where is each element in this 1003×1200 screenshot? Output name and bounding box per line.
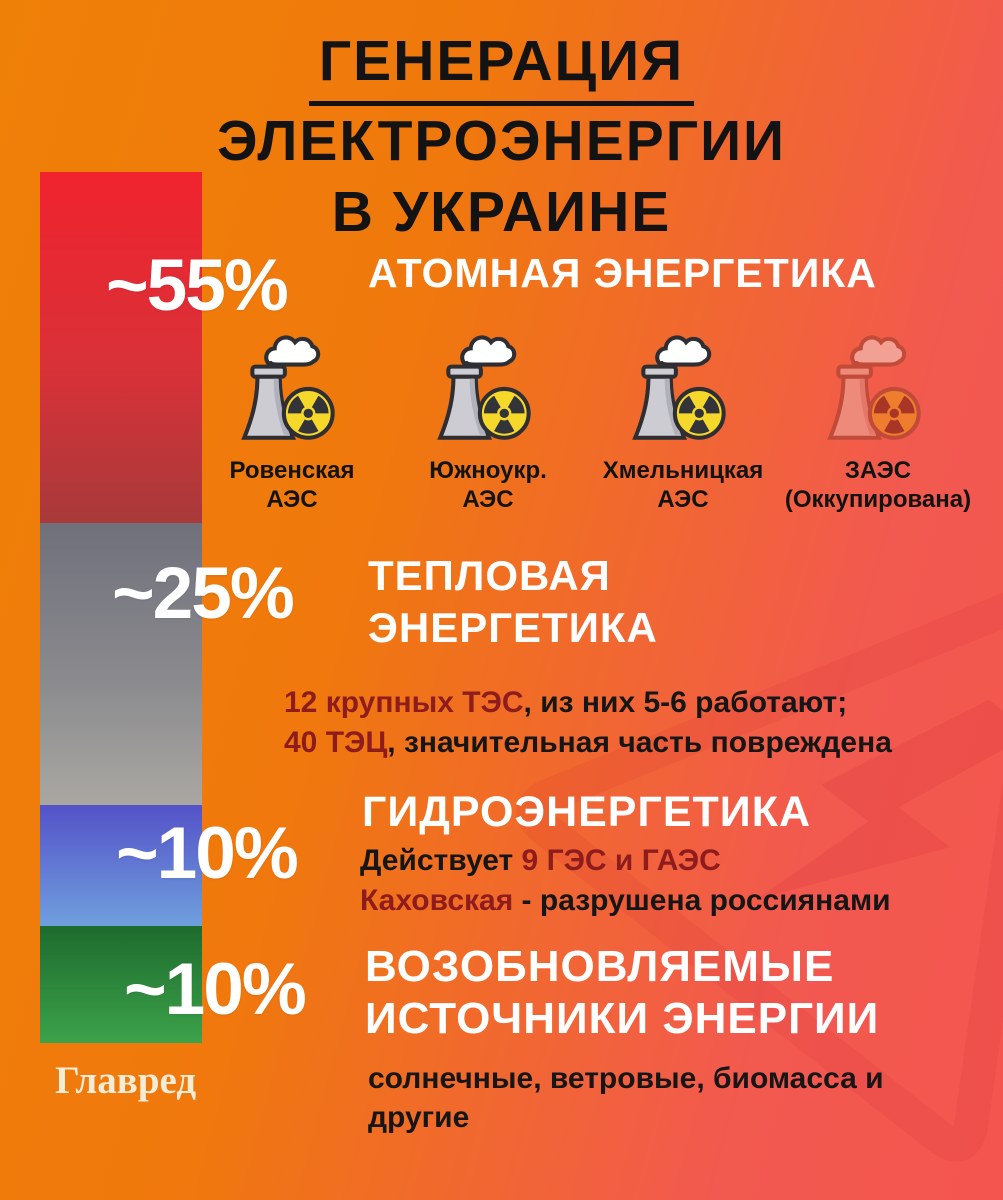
renewable-detail-line2: другие <box>368 1101 470 1134</box>
percent-label-nuclear: ~55% <box>106 245 289 326</box>
hydro-detail-line2-black: - разрушена россиянами <box>513 884 891 917</box>
bar-segment-nuclear <box>40 172 202 523</box>
plant-name-line2: АЭС <box>657 486 709 513</box>
heading-atomic: АТОМНАЯ ЭНЕРГЕТИКА <box>368 250 877 296</box>
source-watermark: Главред <box>55 1059 197 1102</box>
plant-name-line2: АЭС <box>266 486 318 513</box>
percent-label-hydro: ~10% <box>116 813 299 894</box>
plant-name-line2: АЭС <box>462 486 514 513</box>
thermal-detail-line1: 12 крупных ТЭС, из них 5-6 работают; <box>284 686 847 720</box>
percent-label-renewable: ~10% <box>124 949 307 1030</box>
bar-segment-thermal <box>40 523 202 805</box>
thermal-detail-line1-rest: , из них 5-6 работают; <box>523 686 848 719</box>
thermal-detail-line1-highlight: 12 крупных ТЭС <box>284 686 524 719</box>
heading-renewable-line1: ВОЗОБНОВЛЯЕМЫЕ <box>365 942 835 991</box>
title-line-2: ЭЛЕКТРОЭНЕРГИИ <box>216 109 787 173</box>
plant-name-line2: (Оккупирована) <box>784 486 972 513</box>
hydro-detail-line1-red: 9 ГЭС и ГАЭС <box>521 844 721 877</box>
title-line-1: ГЕНЕРАЦИЯ <box>308 26 695 106</box>
heading-hydro: ГИДРОЭНЕРГЕТИКА <box>362 788 812 836</box>
hydro-detail-line1: Действует 9 ГЭС и ГАЭС <box>360 844 721 878</box>
bar-segment-renewable <box>40 926 202 1043</box>
hydro-detail-line2-red: Каховская <box>360 884 514 917</box>
plant-name-line1: Хмельницкая <box>602 457 764 484</box>
plant-name-line1: ЗАЭС <box>844 457 912 484</box>
hydro-detail-line1-black: Действует <box>360 844 522 877</box>
nuclear-plant-icon-occupied <box>827 335 921 440</box>
nuclear-plant-icon <box>437 335 531 440</box>
heading-thermal-line2: ЭНЕРГЕТИКА <box>368 604 658 651</box>
nuclear-plant-icon <box>632 335 726 440</box>
thermal-detail-line2-rest: , значительная часть повреждена <box>387 726 892 759</box>
percent-label-thermal: ~25% <box>112 553 295 634</box>
hydro-detail-line2: Каховская - разрушена россиянами <box>360 884 891 918</box>
page-title: ГЕНЕРАЦИЯ ЭЛЕКТРОЭНЕРГИИ В УКРАИНЕ <box>0 26 1003 248</box>
heading-thermal-line1: ТЕПЛОВАЯ <box>368 552 611 599</box>
plant-name-line1: Южноукр. <box>429 457 547 484</box>
heading-renewable-line2: ИСТОЧНИКИ ЭНЕРГИИ <box>365 994 880 1043</box>
nuclear-plant-khmelnytska: Хмельницкая АЭС <box>585 330 781 514</box>
nuclear-plant-icon <box>241 335 335 440</box>
nuclear-plant-rovenska: Ровенская АЭС <box>194 330 390 514</box>
renewable-detail-line1: солнечные, ветровые, биомасса и <box>368 1062 884 1095</box>
thermal-detail-line2-highlight: 40 ТЭЦ <box>284 726 388 759</box>
nuclear-plant-yuzhnoukr: Южноукр. АЭС <box>390 330 586 514</box>
bar-segment-hydro <box>40 805 202 926</box>
title-line-3: В УКРАИНЕ <box>331 180 672 244</box>
thermal-detail-line2: 40 ТЭЦ, значительная часть повреждена <box>284 726 892 760</box>
plant-name-line1: Ровенская <box>229 457 355 484</box>
nuclear-plant-zaes-occupied: ЗАЭС (Оккупирована) <box>780 330 976 514</box>
